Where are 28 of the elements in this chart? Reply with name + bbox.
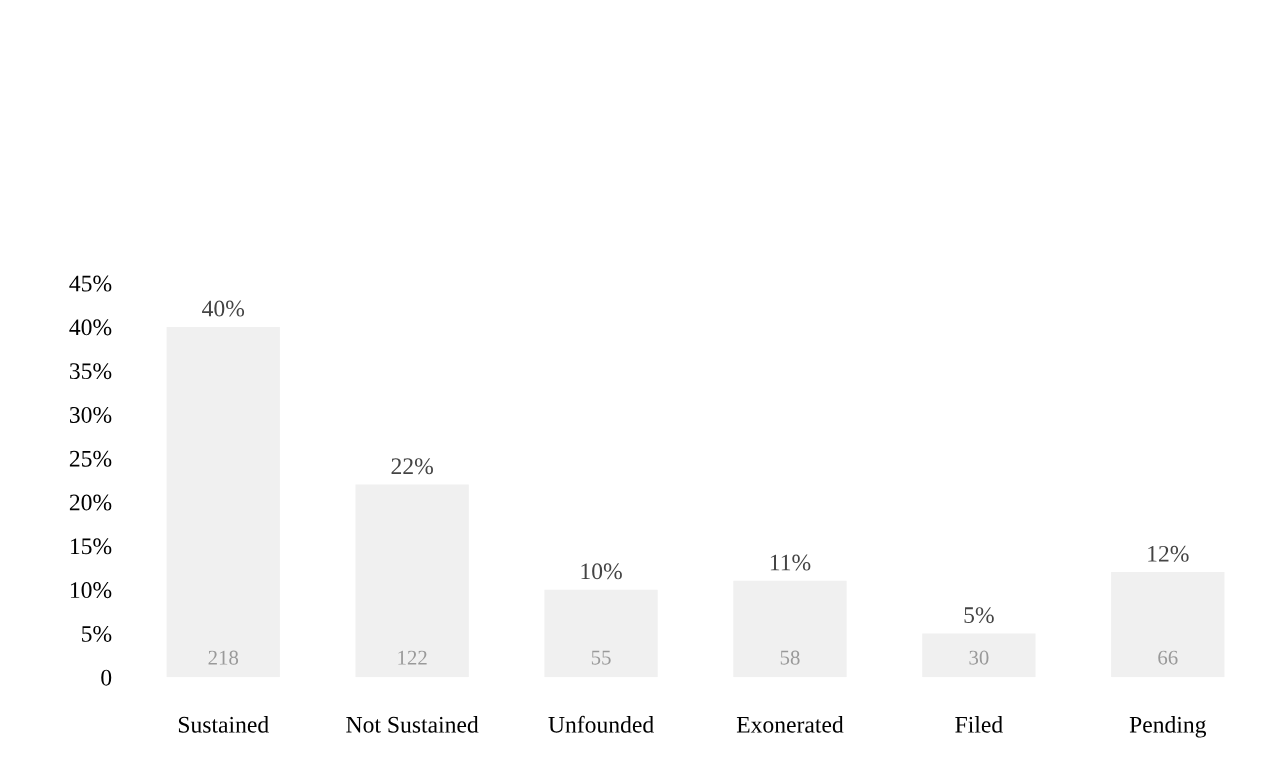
annotation: 55 <box>591 650 611 665</box>
y-tick-label: 15% <box>70 538 112 555</box>
y-tick-label: 20% <box>69 494 112 511</box>
annotation: 30 <box>969 650 989 665</box>
annotation: 122 <box>398 650 427 665</box>
annotation: 58 <box>780 650 800 665</box>
x-tick-label: Pending <box>1129 716 1207 738</box>
data-label: 11% <box>770 554 811 571</box>
x-tick-label: Unfounded <box>548 715 654 733</box>
x-tick-label: Not Sustained <box>346 716 479 733</box>
annotation: 66 <box>1158 650 1178 665</box>
x-tick-label: Filed <box>955 716 1003 733</box>
annotation: 218 <box>208 650 239 665</box>
y-tick-label: 25% <box>69 450 112 467</box>
data-label: 5% <box>964 607 994 624</box>
y-tick-label: 45% <box>69 275 112 292</box>
y-tick-label: 40% <box>69 319 112 336</box>
data-label: 12% <box>1148 545 1189 562</box>
y-tick-label: 30% <box>69 406 112 423</box>
data-label: 10% <box>581 563 622 580</box>
data-label: 40% <box>202 300 245 317</box>
x-tick-label: Sustained <box>178 716 269 733</box>
y-tick-label: 5% <box>82 625 112 642</box>
y-tick-label: 0 <box>101 669 112 686</box>
x-tick-label: Exonerated <box>736 716 844 733</box>
y-tick-label: 10% <box>70 582 112 599</box>
data-label: 22% <box>391 458 433 475</box>
y-tick-label: 35% <box>69 363 112 380</box>
